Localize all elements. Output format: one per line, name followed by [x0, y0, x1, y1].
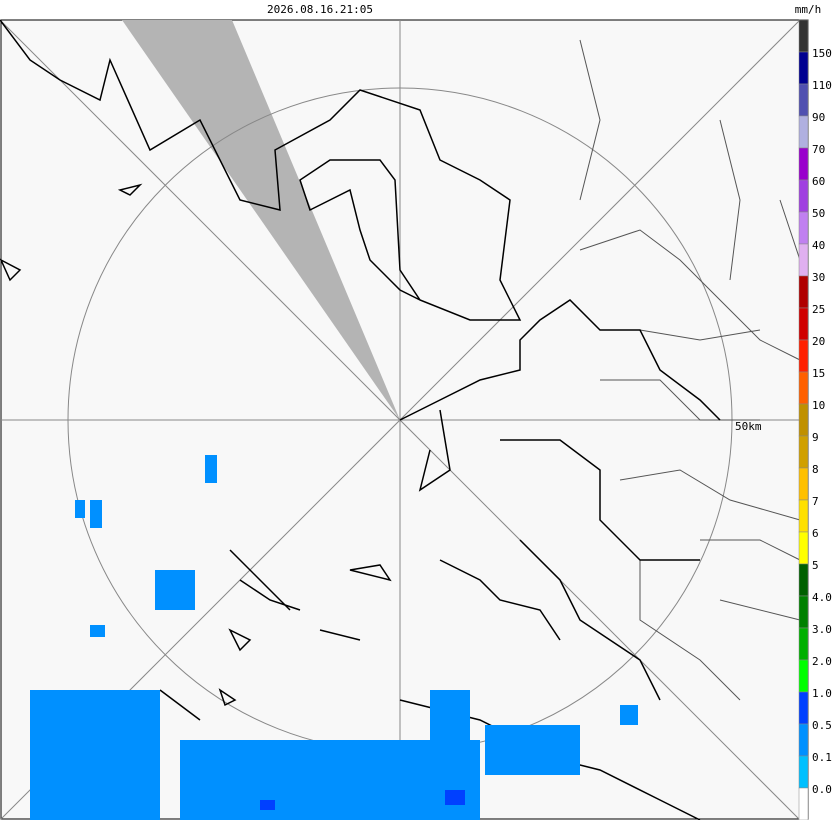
legend-label: 40: [812, 239, 825, 252]
legend-swatch: [798, 51, 809, 85]
legend-label: 5: [812, 559, 819, 572]
legend-label: 20: [812, 335, 825, 348]
legend-swatch: [798, 403, 809, 437]
legend-swatch: [798, 179, 809, 213]
legend-swatch: [798, 563, 809, 597]
legend-label: 10: [812, 399, 825, 412]
legend-label: 30: [812, 271, 825, 284]
timestamp: 2026.08.16.21:05: [267, 3, 373, 16]
echo: [620, 705, 638, 725]
echo: [445, 790, 465, 805]
legend-swatch: [798, 83, 809, 117]
echo: [205, 455, 217, 483]
legend: 150 110 90 70 60 50 40 30 25 20 15 10 9 8 7 6 5 4.0 3.0 2.0…: [798, 19, 832, 820]
echo: [90, 625, 105, 637]
legend-swatch: [798, 275, 809, 309]
echo: [30, 690, 160, 820]
blocked-sector: [122, 20, 400, 420]
legend-swatch: [798, 531, 809, 565]
legend-label: 8: [812, 463, 819, 476]
legend-swatch: [798, 371, 809, 405]
echo: [485, 725, 580, 775]
legend-label: 4.0: [812, 591, 832, 604]
legend-label: 3.0: [812, 623, 832, 636]
coastline: [0, 19, 522, 321]
legend-swatch: [798, 627, 809, 661]
legend-label: 90: [812, 111, 825, 124]
admin-borders: [579, 39, 801, 701]
legend-label: 0.1: [812, 751, 832, 764]
legend-swatch: [798, 499, 809, 533]
legend-label: 15: [812, 367, 825, 380]
precipitation-echoes: [30, 455, 638, 820]
legend-swatch: [798, 147, 809, 181]
legend-swatch: [798, 723, 809, 757]
range-label: 50km: [735, 420, 762, 433]
legend-swatch: [798, 307, 809, 341]
islands: [0, 183, 392, 707]
legend-swatch: [798, 691, 809, 725]
legend-swatch: [798, 243, 809, 277]
echo: [430, 690, 470, 760]
echo: [155, 570, 195, 610]
legend-swatch: [798, 659, 809, 693]
legend-label: 0.0: [812, 783, 832, 796]
legend-label: 60: [812, 175, 825, 188]
legend-swatch: [798, 755, 809, 789]
legend-unit: mm/h: [795, 3, 822, 16]
echo: [90, 500, 102, 528]
legend-swatch: [798, 595, 809, 629]
legend-swatch: [798, 115, 809, 149]
legend-swatch: [798, 787, 809, 820]
legend-swatch: [798, 211, 809, 245]
legend-label: 25: [812, 303, 825, 316]
legend-label: 0.5: [812, 719, 832, 732]
echo: [260, 800, 275, 810]
echo: [75, 500, 85, 518]
legend-label: 150: [812, 47, 832, 60]
legend-label: 6: [812, 527, 819, 540]
legend-label: 1.0: [812, 687, 832, 700]
legend-label: 70: [812, 143, 825, 156]
legend-label: 110: [812, 79, 832, 92]
legend-swatch: [798, 339, 809, 373]
legend-swatch: [798, 435, 809, 469]
legend-label: 7: [812, 495, 819, 508]
legend-label: 9: [812, 431, 819, 444]
legend-label: 2.0: [812, 655, 832, 668]
legend-label: 50: [812, 207, 825, 220]
legend-swatch: [798, 19, 809, 53]
map: 50km: [0, 19, 809, 820]
legend-swatch: [798, 467, 809, 501]
